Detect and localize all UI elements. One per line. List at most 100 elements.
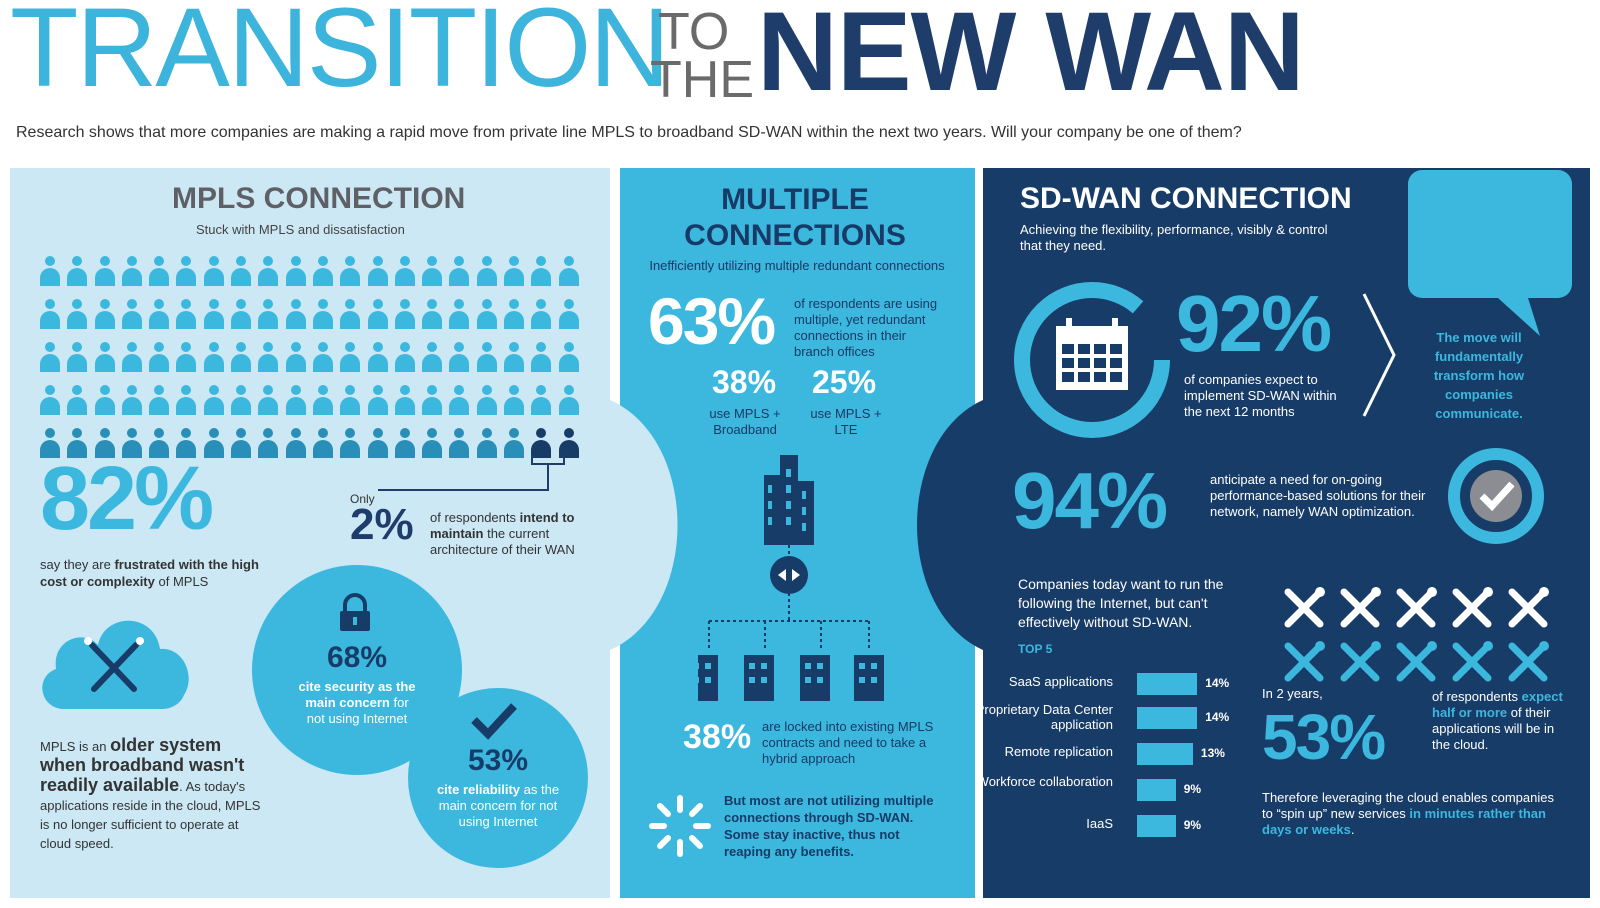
top5-row: Proprietary Data Center application 14% [976,700,1290,736]
person-icon [312,256,333,286]
person-icon [531,428,552,458]
top5-bar [1137,707,1198,729]
person-icon [149,342,170,372]
person-icon [40,342,60,372]
person-icon [40,256,60,286]
stat-63-text: of respondents are using multiple, yet r… [794,296,938,359]
person-icon [67,299,88,329]
person-icon [394,428,415,458]
tools-icon [1508,587,1549,628]
sdwan-heading: SD-WAN CONNECTION [1020,182,1352,215]
person-icon [422,428,443,458]
person-icon [94,256,115,286]
person-icon [367,342,388,372]
top5-row: IaaS 9% [990,808,1290,844]
person-icon [340,342,361,372]
mpls-curve [560,400,678,650]
tools-icon [1284,641,1325,682]
spinner-icon [649,795,711,857]
person-icon [258,428,279,458]
top5-label-text: Workforce collaboration [976,774,1113,789]
person-icon [285,428,306,458]
only-connector [378,472,549,491]
person-icon [176,256,197,286]
transform-text: The move will fundamentally transform ho… [1433,330,1525,421]
badge-check-icon [1448,448,1544,544]
top5-bar [1137,779,1176,801]
person-icon [40,385,60,415]
checkmark-icon [471,703,517,740]
stat-38-broadband-text: use MPLS + Broadband [709,406,781,437]
top5-label-text: IaaS [1086,816,1113,831]
person-icon [558,342,579,372]
person-icon [449,342,470,372]
person-icon [285,342,306,372]
reliability-text: cite reliability as the main concern for… [436,782,560,829]
person-icon [121,385,142,415]
person-icon [504,256,525,286]
stat-2: 2% [350,500,414,549]
multiple-subheading: Inefficiently utilizing multiple redunda… [649,258,945,273]
top5-bar [1137,673,1198,695]
title-transition: TRANSITION [10,0,670,110]
stat-25-lte-text: use MPLS + LTE [810,406,882,437]
person-icon [476,256,497,286]
person-icon [504,299,525,329]
person-icon [558,428,579,458]
person-icon [176,428,197,458]
person-icon [394,256,415,286]
person-icon [231,385,252,415]
tools-icon [1508,641,1549,682]
person-icon [121,428,142,458]
tools-icon [1396,587,1437,628]
person-icon [531,299,552,329]
top5-row: Remote replication 13% [990,736,1290,772]
top5-value: 13% [1200,746,1225,760]
top5-value: 9% [1183,782,1202,796]
network-diagram [698,455,884,701]
person-icon [203,385,224,415]
person-icon [203,342,224,372]
stat-94: 94% [1012,456,1168,545]
person-icon [449,385,470,415]
person-icon [449,299,470,329]
tools-icon [1452,587,1493,628]
tools-icon [1452,641,1493,682]
person-icon [285,256,306,286]
person-icon [340,428,361,458]
stat-82: 82% [40,449,214,549]
top5-row: Workforce collaboration 9% [977,772,1290,808]
top5-bar [1137,815,1176,837]
person-icon [394,299,415,329]
person-icon [203,256,224,286]
person-icon [367,256,388,286]
stat-38-broadband: 38% [712,364,777,400]
tools-icon [1284,587,1325,628]
security-text: cite security as the main concern for no… [298,679,416,726]
person-icon [422,256,443,286]
person-icon [449,256,470,286]
person-icon [149,299,170,329]
person-icon [394,342,415,372]
person-icon [422,385,443,415]
person-icon [258,299,279,329]
stat-38-locked: 38% [683,718,752,756]
top5-value: 14% [1205,676,1230,690]
only-bracket [531,454,565,472]
person-icon [367,385,388,415]
person-icon [285,299,306,329]
but-most-text: But most are not utilizing multiple conn… [724,793,934,859]
person-icon [422,299,443,329]
person-icon [94,299,115,329]
person-icon [312,428,333,458]
top5-value: 9% [1183,818,1202,832]
person-icon [258,256,279,286]
calendar-ring-icon [1014,282,1170,438]
only-label: Only [350,492,375,506]
title-new-wan: NEW WAN [757,0,1305,114]
person-icon [231,342,252,372]
stat-38-locked-text: are locked into existing MPLS contracts … [762,719,934,766]
building-icon [764,455,814,545]
stat-53-cloud: 53% [1262,701,1386,773]
stat-92-text: of companies expect to implement SD-WAN … [1184,372,1337,419]
